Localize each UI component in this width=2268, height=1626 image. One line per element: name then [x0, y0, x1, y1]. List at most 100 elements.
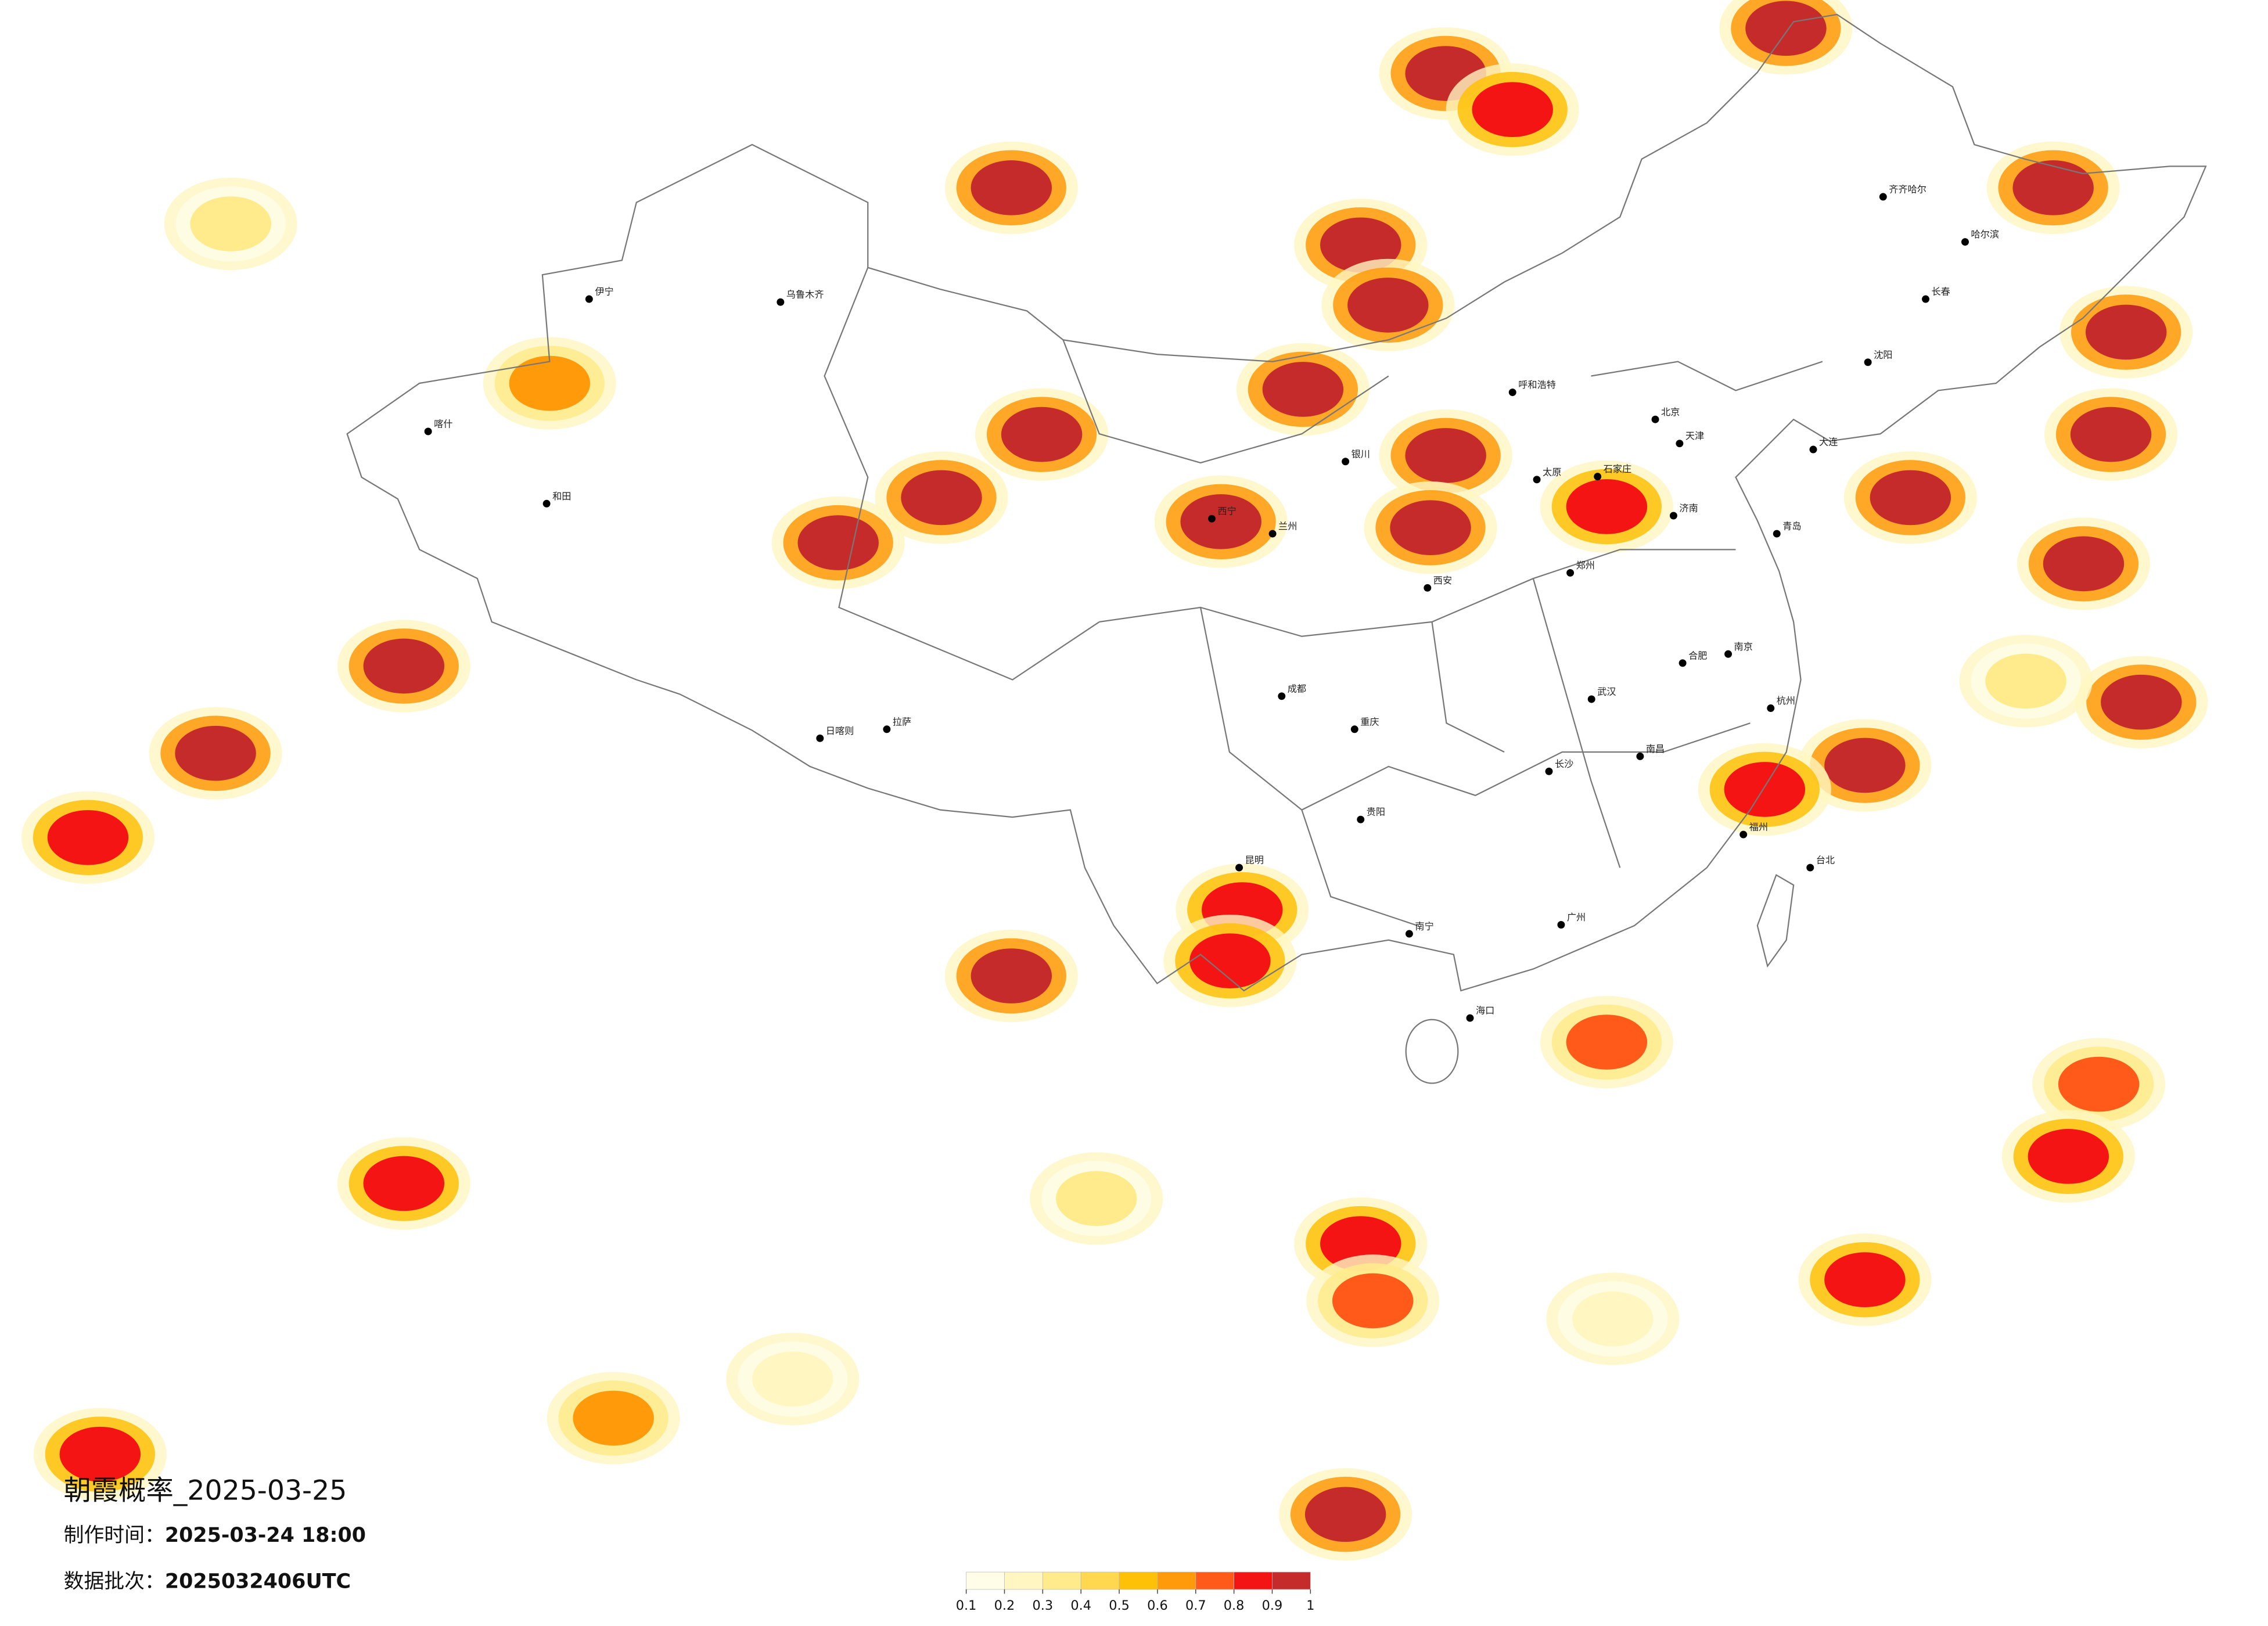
city-label: 拉萨 — [893, 716, 911, 727]
probability-cell — [971, 948, 1052, 1003]
probability-cell — [971, 160, 1052, 215]
city-label: 和田 — [552, 491, 571, 502]
city-dot — [1724, 650, 1733, 658]
probability-cell — [2043, 536, 2125, 592]
legend-tick-label: 0.4 — [1070, 1598, 1091, 1613]
map-title: 朝霞概率_2025-03-25 — [64, 1475, 347, 1507]
probability-cell — [1824, 738, 1906, 793]
city-dot — [1809, 445, 1817, 454]
city-dot — [1342, 458, 1350, 466]
made-label: 制作时间： — [64, 1524, 165, 1547]
legend-swatch — [1080, 1571, 1120, 1590]
city-dot — [1350, 725, 1358, 733]
probability-cell — [1056, 1171, 1137, 1226]
city-dot — [1557, 921, 1565, 929]
legend-swatch — [1119, 1571, 1158, 1590]
city-dot — [1922, 295, 1929, 303]
probability-cell — [1985, 653, 2066, 709]
city-label: 成都 — [1288, 683, 1306, 694]
probability-cell — [509, 355, 591, 411]
country-border — [346, 13, 2207, 992]
probability-cell — [797, 515, 879, 570]
city-dot — [1466, 1014, 1474, 1022]
probability-cell — [1304, 1487, 1386, 1542]
taiwan-border — [1756, 874, 1795, 968]
legend-tick-label: 0.2 — [994, 1598, 1015, 1613]
probability-cell — [2085, 304, 2167, 360]
probability-cell — [2012, 160, 2094, 215]
probability-cell — [1870, 470, 1951, 526]
province-border — [824, 267, 1823, 926]
probability-cell — [1745, 1, 1827, 56]
city-label: 沈阳 — [1874, 349, 1892, 360]
legend-tick-label: 0.8 — [1224, 1598, 1245, 1613]
city-dot — [1864, 358, 1872, 366]
probability-cell — [1001, 406, 1083, 462]
city-dot — [1405, 930, 1413, 938]
city-label: 银川 — [1352, 448, 1370, 459]
city-dot — [1508, 388, 1516, 397]
city-dot — [1235, 864, 1243, 872]
city-dot — [1636, 752, 1644, 760]
city-dot — [424, 427, 432, 436]
city-label: 贵阳 — [1367, 807, 1385, 818]
legend-tick-label: 0.3 — [1033, 1598, 1054, 1613]
probability-cell — [1180, 494, 1261, 549]
city-dot — [1278, 692, 1286, 700]
city-dot — [1879, 193, 1887, 201]
probability-cell — [1566, 479, 1648, 534]
city-label: 重庆 — [1360, 716, 1379, 727]
city-label: 西宁 — [1217, 506, 1236, 517]
city-label: 喀什 — [434, 418, 452, 429]
probability-cell — [901, 470, 982, 526]
probability-cell — [2058, 1056, 2140, 1112]
city-label: 青岛 — [1782, 521, 1801, 532]
legend-swatch — [1004, 1571, 1043, 1590]
legend-swatch — [1272, 1571, 1311, 1590]
legend-swatch — [966, 1571, 1005, 1590]
legend-tick-label: 1 — [1306, 1598, 1314, 1613]
city-label: 石家庄 — [1604, 463, 1632, 474]
probability-cell — [1724, 762, 1806, 817]
city-dot — [1587, 695, 1595, 703]
probability-cell — [59, 1426, 141, 1482]
city-dot — [777, 298, 785, 306]
city-label: 福州 — [1749, 822, 1768, 833]
city-dot — [1961, 238, 1969, 246]
city-dot — [1676, 440, 1684, 448]
probability-cell — [1347, 278, 1429, 333]
city-label: 南京 — [1734, 641, 1753, 652]
city-dot — [1594, 473, 1602, 481]
city-label: 合肥 — [1688, 650, 1707, 661]
legend-tick-label: 0.9 — [1262, 1598, 1283, 1613]
probability-cell — [190, 196, 271, 251]
city-label: 济南 — [1679, 503, 1698, 514]
probability-cell — [1405, 428, 1486, 483]
legend-swatch — [1234, 1571, 1273, 1590]
city-label: 乌鲁木齐 — [786, 289, 824, 300]
city-label: 长沙 — [1555, 758, 1573, 769]
city-label: 伊宁 — [595, 286, 613, 297]
city-label: 齐齐哈尔 — [1889, 184, 1926, 195]
probability-cell — [2101, 674, 2182, 730]
city-dot — [1739, 830, 1748, 839]
city-label: 日喀则 — [826, 725, 854, 736]
probability-cell — [1824, 1252, 1906, 1308]
legend-swatch — [1195, 1571, 1234, 1590]
probability-cell — [363, 638, 445, 694]
city-dot — [1669, 512, 1677, 520]
city-dot — [1208, 515, 1216, 523]
city-dot — [816, 734, 824, 742]
probability-cell — [2028, 1129, 2109, 1184]
city-label: 太原 — [1543, 466, 1561, 477]
city-label: 海口 — [1476, 1005, 1494, 1016]
city-label: 郑州 — [1576, 560, 1595, 571]
probability-cell — [47, 810, 129, 865]
city-label: 南昌 — [1646, 743, 1665, 754]
legend-swatch — [1042, 1571, 1081, 1590]
city-dot — [1268, 530, 1277, 538]
batch-value: 2025032406UTC — [165, 1570, 351, 1593]
